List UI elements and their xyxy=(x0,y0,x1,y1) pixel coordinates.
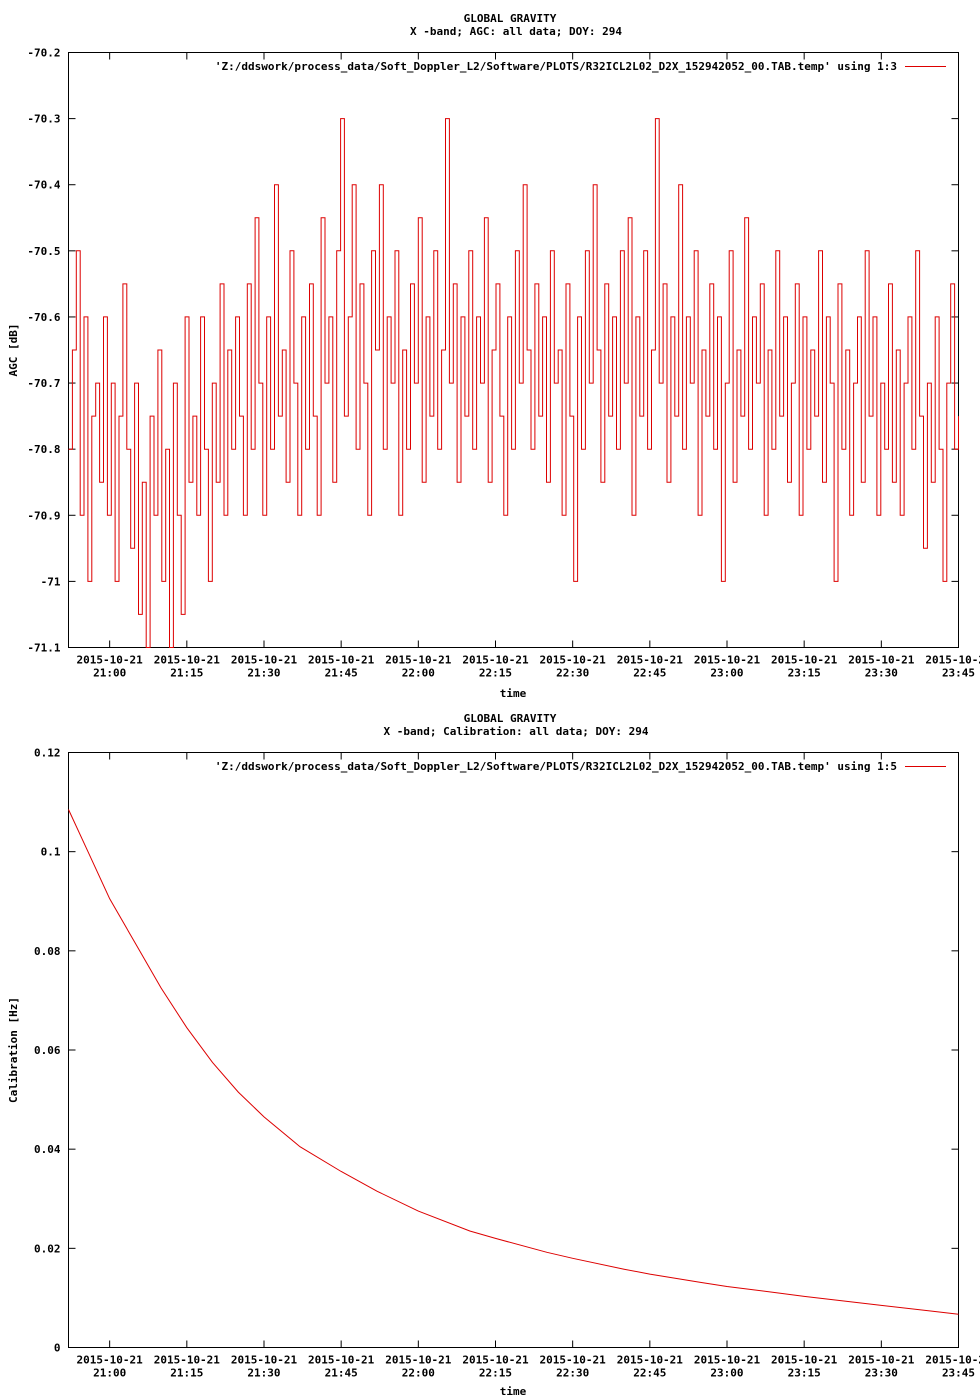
x-tick-date-label: 2015-10-21 xyxy=(77,1354,144,1367)
x-tick-date-label: 2015-10-21 xyxy=(848,654,915,667)
agc-y-ticks: -70.2 -70.3 -70.4 -70.5 -70.6 -70.7 -70.8 -70.9… xyxy=(27,47,959,655)
x-tick-date-label: 2015-10-21 xyxy=(154,1354,221,1367)
x-tick-date-label: 2015-10-21 xyxy=(925,654,980,667)
x-tick-time-label: 23:30 xyxy=(865,667,898,680)
x-tick-time-label: 21:45 xyxy=(325,1367,358,1380)
calibration-legend-label: 'Z:/ddswork/process_data/Soft_Doppler_L2… xyxy=(215,760,897,773)
y-tick-label: 0.02 xyxy=(34,1242,61,1255)
agc-series-line xyxy=(68,118,959,648)
y-tick-label: 0.1 xyxy=(41,846,61,859)
x-tick-date-label: 2015-10-21 xyxy=(231,1354,298,1367)
x-tick-time-label: 22:00 xyxy=(402,1367,435,1380)
agc-chart-subtitle: X -band; AGC: all data; DOY: 294 xyxy=(410,25,622,38)
y-tick-label: -70.8 xyxy=(27,443,60,456)
x-tick-date-label: 2015-10-21 xyxy=(231,654,298,667)
x-tick-time-label: 22:15 xyxy=(479,667,512,680)
x-tick-time-label: 22:00 xyxy=(402,667,435,680)
x-tick-time-label: 23:00 xyxy=(710,667,743,680)
x-tick-date-label: 2015-10-21 xyxy=(154,654,221,667)
calibration-series-line xyxy=(68,809,959,1315)
y-tick-label: -70.9 xyxy=(27,509,60,522)
y-tick-label: -70.3 xyxy=(27,113,60,126)
y-tick-label: 0 xyxy=(54,1342,61,1355)
x-tick-time-label: 21:30 xyxy=(247,1367,280,1380)
y-tick-label: -71 xyxy=(41,575,61,588)
agc-legend-label: 'Z:/ddswork/process_data/Soft_Doppler_L2… xyxy=(215,60,897,73)
x-tick-date-label: 2015-10-21 xyxy=(308,654,375,667)
x-tick-date-label: 2015-10-21 xyxy=(308,1354,375,1367)
x-tick-date-label: 2015-10-21 xyxy=(694,1354,761,1367)
y-tick-label: 0.06 xyxy=(34,1044,61,1057)
calibration-y-axis-label: Calibration [Hz] xyxy=(7,997,20,1103)
x-tick-time-label: 21:15 xyxy=(170,667,203,680)
y-tick-label: 0.04 xyxy=(34,1143,61,1156)
x-tick-time-label: 21:45 xyxy=(325,667,358,680)
agc-x-axis-label: time xyxy=(500,687,527,700)
calibration-plot-frame xyxy=(68,752,959,1348)
agc-x-ticks: 2015-10-2121:002015-10-2121:152015-10-21… xyxy=(77,52,980,680)
y-tick-label: 0.08 xyxy=(34,945,61,958)
x-tick-date-label: 2015-10-21 xyxy=(385,654,452,667)
agc-chart-title: GLOBAL GRAVITY xyxy=(464,12,557,25)
x-tick-time-label: 22:15 xyxy=(479,1367,512,1380)
x-tick-time-label: 21:00 xyxy=(93,667,126,680)
x-tick-time-label: 21:30 xyxy=(247,667,280,680)
x-tick-date-label: 2015-10-21 xyxy=(540,1354,607,1367)
x-tick-date-label: 2015-10-21 xyxy=(848,1354,915,1367)
x-tick-date-label: 2015-10-21 xyxy=(617,1354,684,1367)
calibration-x-ticks: 2015-10-2121:002015-10-2121:152015-10-21… xyxy=(77,752,980,1380)
x-tick-time-label: 23:00 xyxy=(710,1367,743,1380)
x-tick-date-label: 2015-10-21 xyxy=(540,654,607,667)
x-tick-date-label: 2015-10-21 xyxy=(694,654,761,667)
agc-plot-frame xyxy=(68,52,959,648)
calibration-chart-title: GLOBAL GRAVITY xyxy=(464,712,557,725)
x-tick-date-label: 2015-10-21 xyxy=(77,654,144,667)
x-tick-time-label: 22:45 xyxy=(633,667,666,680)
x-tick-time-label: 23:45 xyxy=(942,1367,975,1380)
x-tick-date-label: 2015-10-21 xyxy=(925,1354,980,1367)
y-tick-label: -70.5 xyxy=(27,245,60,258)
x-tick-date-label: 2015-10-21 xyxy=(771,654,838,667)
y-tick-label: -70.2 xyxy=(27,47,60,60)
y-tick-label: 0.12 xyxy=(34,747,61,760)
x-tick-time-label: 22:30 xyxy=(556,667,589,680)
agc-chart: GLOBAL GRAVITY X -band; AGC: all data; D… xyxy=(7,12,980,700)
y-tick-label: -71.1 xyxy=(27,642,60,655)
calibration-chart: GLOBAL GRAVITY X -band; Calibration: all… xyxy=(7,712,980,1398)
x-tick-time-label: 23:15 xyxy=(788,1367,821,1380)
calibration-chart-subtitle: X -band; Calibration: all data; DOY: 294 xyxy=(384,725,649,738)
x-tick-time-label: 23:15 xyxy=(788,667,821,680)
x-tick-date-label: 2015-10-21 xyxy=(771,1354,838,1367)
x-tick-date-label: 2015-10-21 xyxy=(617,654,684,667)
x-tick-time-label: 23:30 xyxy=(865,1367,898,1380)
x-tick-time-label: 23:45 xyxy=(942,667,975,680)
x-tick-time-label: 21:15 xyxy=(170,1367,203,1380)
calibration-x-axis-label: time xyxy=(500,1385,527,1398)
y-tick-label: -70.6 xyxy=(27,311,60,324)
agc-y-axis-label: AGC [dB] xyxy=(7,324,20,377)
calibration-y-ticks: 0 0.02 0.04 0.06 0.08 0.1 0.12 xyxy=(34,747,959,1355)
y-tick-label: -70.4 xyxy=(27,179,60,192)
x-tick-date-label: 2015-10-21 xyxy=(462,1354,529,1367)
x-tick-time-label: 21:00 xyxy=(93,1367,126,1380)
y-tick-label: -70.7 xyxy=(27,377,60,390)
x-tick-date-label: 2015-10-21 xyxy=(385,1354,452,1367)
x-tick-time-label: 22:45 xyxy=(633,1367,666,1380)
x-tick-date-label: 2015-10-21 xyxy=(462,654,529,667)
x-tick-time-label: 22:30 xyxy=(556,1367,589,1380)
